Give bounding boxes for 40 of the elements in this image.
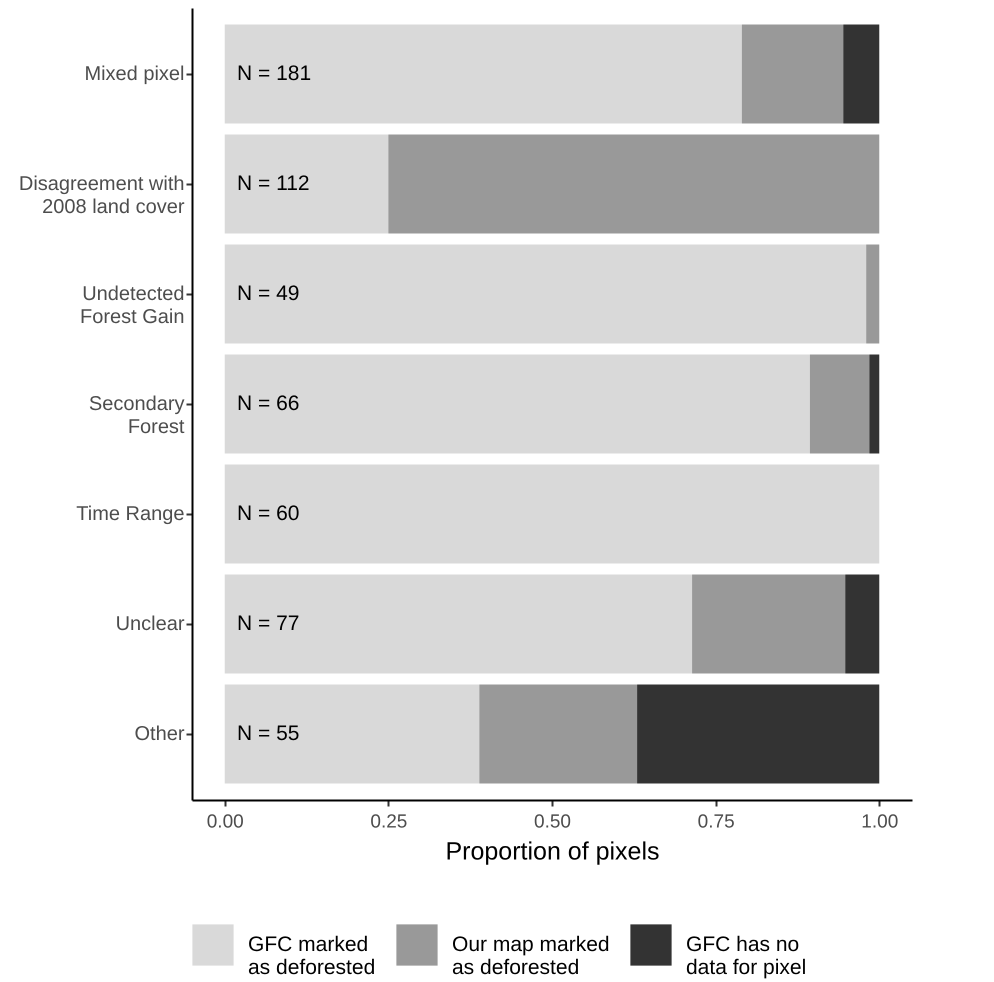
annotation: N = 60 — [237, 502, 300, 525]
bar — [224, 134, 388, 234]
bar — [224, 684, 480, 784]
bar — [224, 244, 866, 344]
bar — [810, 354, 870, 454]
legend-label: GFC marked as deforested — [248, 933, 376, 979]
annotation: N = 112 — [237, 172, 310, 195]
legend-label: GFC has no data for pixel — [686, 933, 806, 979]
y-tick-label: Time Range — [76, 503, 184, 525]
x-tick-label: 0.00 — [206, 812, 244, 832]
bar — [869, 354, 880, 454]
bar — [843, 24, 880, 124]
bar — [637, 684, 880, 784]
y-tick-label: Other — [134, 723, 185, 745]
y-tick-label: Undetected Forest Gain — [80, 283, 184, 328]
bar — [388, 134, 880, 234]
y-tick-label: Secondary Forest — [88, 393, 185, 438]
x-tick-label: 0.50 — [534, 812, 571, 832]
bar — [224, 464, 880, 564]
bar — [866, 244, 880, 344]
annotation: N = 55 — [237, 722, 300, 745]
bar — [224, 354, 810, 454]
annotation: N = 77 — [237, 612, 300, 635]
legend-label: Our map marked as deforested — [452, 933, 610, 979]
y-tick-label: Unclear — [116, 613, 185, 635]
bar — [742, 24, 844, 124]
annotation: N = 66 — [237, 392, 300, 415]
bar — [224, 574, 692, 674]
bar — [479, 684, 638, 784]
bar — [845, 574, 880, 674]
annotation: N = 181 — [237, 62, 312, 85]
annotation: N = 49 — [237, 282, 300, 305]
x-axis-title: Proportion of pixels — [445, 838, 660, 866]
bar — [692, 574, 846, 674]
bar — [224, 24, 742, 124]
y-tick-label: Disagreement with 2008 land cover — [18, 173, 185, 218]
x-tick-label: 0.75 — [698, 812, 735, 832]
x-tick-label: 1.00 — [861, 812, 898, 832]
y-tick-label: Mixed pixel — [84, 63, 184, 85]
x-tick-label: 0.25 — [370, 812, 408, 832]
